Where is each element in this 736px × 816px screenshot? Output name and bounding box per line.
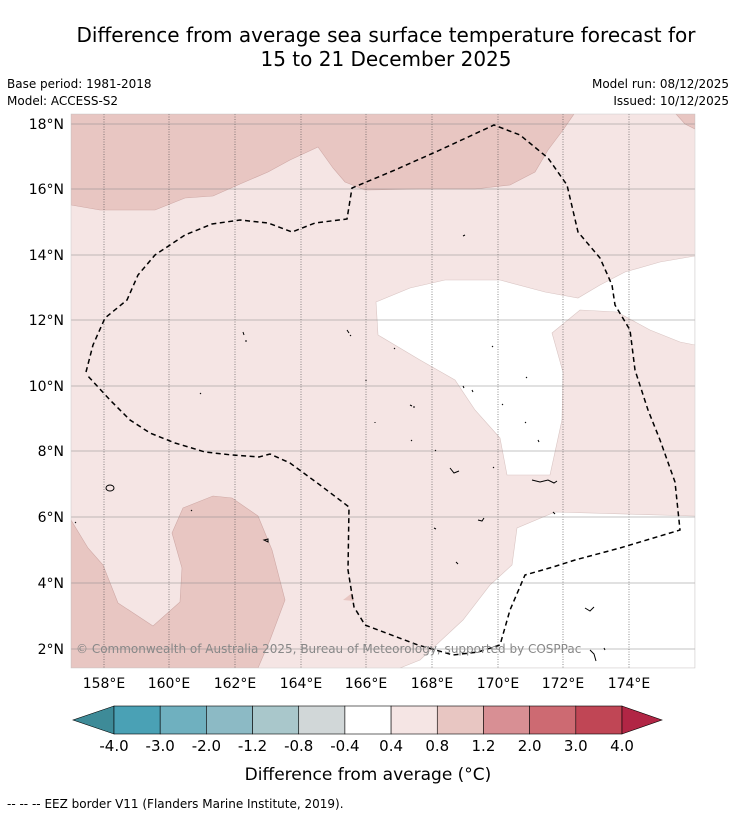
colorbar-swatch (159, 705, 207, 735)
footer-legend: -- -- -- EEZ border V11 (Flanders Marine… (7, 797, 344, 811)
lon-label: 160°E (148, 676, 191, 692)
issued-date: Issued: 10/12/2025 (613, 94, 729, 108)
colorbar-swatch (483, 705, 530, 735)
lat-label: 14°N (29, 248, 64, 264)
lon-label: 158°E (83, 676, 126, 692)
map-plot-area: © Commonwealth of Australia 2025, Bureau… (71, 114, 695, 668)
colorbar-tick-label: -3.0 (146, 737, 175, 755)
lon-label: 174°E (608, 676, 651, 692)
colorbar-swatch (206, 705, 253, 735)
anomaly-band-0.8-1.2-north (71, 114, 575, 211)
colorbar-tick-label: 0.4 (379, 737, 403, 755)
anomaly-band-neutral-central (375, 255, 695, 476)
colorbar-tick-label: -4.0 (99, 737, 128, 755)
title-line-2: 15 to 21 December 2025 (260, 47, 512, 71)
lat-label: 2°N (38, 642, 64, 658)
lon-label: 168°E (411, 676, 454, 692)
colorbar-tick-label: -0.4 (330, 737, 359, 755)
colorbar-swatch (252, 705, 300, 735)
colorbar-tick-label: 3.0 (564, 737, 588, 755)
map-frame (70, 113, 696, 669)
base-period: Base period: 1981-2018 (7, 77, 152, 91)
colorbar-tick-label: 1.2 (472, 737, 496, 755)
colorbar-swatch (575, 705, 623, 735)
copyright-watermark: © Commonwealth of Australia 2025, Bureau… (76, 642, 581, 656)
colorbar: -4.0 -3.0 -2.0 -1.2 -0.8 -0.4 0.4 0.8 1.2 2.0 3.0 4… (72, 705, 663, 755)
colorbar-tick-label: 0.8 (425, 737, 449, 755)
eez-legend-text: EEZ border V11 (Flanders Marine Institut… (44, 797, 344, 811)
lat-label: 18°N (29, 117, 64, 133)
eez-legend-symbol: -- -- -- (7, 797, 41, 811)
anomaly-band-0.8-1.2-southwest (71, 495, 286, 668)
colorbar-swatch (390, 705, 438, 735)
colorbar-label: Difference from average (°C) (245, 765, 492, 785)
lon-label: 172°E (542, 676, 585, 692)
lat-label: 6°N (38, 510, 64, 526)
colorbar-swatch (529, 705, 577, 735)
longitude-tick-labels: 158°E 160°E 162°E 164°E 166°E 168°E 170°E 172°E… (83, 676, 651, 692)
anomaly-patch-small (343, 593, 354, 601)
eez-border (85, 124, 681, 656)
colorbar-tick-label: 4.0 (610, 737, 634, 755)
lon-label: 170°E (477, 676, 520, 692)
lat-label: 16°N (29, 182, 64, 198)
colorbar-tick-label: -2.0 (192, 737, 221, 755)
colorbar-extend-high (621, 705, 663, 735)
lon-label: 162°E (214, 676, 257, 692)
colorbar-tick-label: -0.8 (284, 737, 313, 755)
colorbar-tick-label: -1.2 (238, 737, 267, 755)
model-name: Model: ACCESS-S2 (7, 94, 119, 108)
latitude-lines (71, 123, 695, 650)
colorbar-swatch (344, 705, 392, 735)
lat-label: 12°N (29, 313, 64, 329)
colorbar-swatch (113, 705, 161, 735)
colorbar-swatch (298, 705, 346, 735)
lat-label: 10°N (29, 379, 64, 395)
lon-label: 164°E (280, 676, 323, 692)
model-run: Model run: 08/12/2025 (591, 77, 729, 91)
latitude-tick-labels: 18°N 16°N 14°N 12°N 10°N 8°N 6°N 4°N 2°N (29, 117, 64, 658)
anomaly-band-neutral-southeast (399, 511, 695, 668)
islands (74, 234, 606, 662)
anomaly-band-0.8-1.2-northeast (675, 114, 695, 130)
lat-label: 8°N (38, 444, 64, 460)
lon-label: 166°E (345, 676, 388, 692)
colorbar-extend-low (72, 705, 115, 735)
title-line-1: Difference from average sea surface temp… (76, 23, 696, 47)
colorbar-tick-label: 2.0 (518, 737, 542, 755)
lat-label: 4°N (38, 576, 64, 592)
colorbar-swatch (436, 705, 484, 735)
